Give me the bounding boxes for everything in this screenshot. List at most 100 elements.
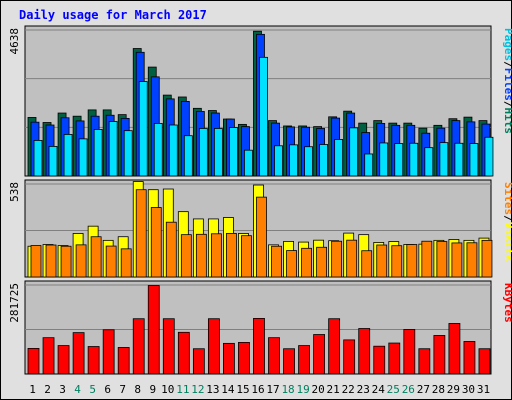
bar-kbytes-day-11 [177,331,190,375]
bar-pages-day-26 [409,142,419,177]
bar-pages-day-28 [439,142,449,177]
bar-kbytes-day-24 [373,345,386,375]
y-max-label: 4638 [8,28,21,55]
x-axis-labels: 1 2 3 4 5 6 7 8 9 10 11 12 13 14 15 16 17 18 19 20 21 22 23 24 2… [29,383,490,396]
y-max-label: 538 [8,182,21,202]
x-tick-label-day-11: 11 [176,383,189,396]
panel-visits-sites: 538 Sites/Visits [8,179,512,278]
bar-pages-day-14 [229,127,238,177]
legend-item: Hits [502,108,512,135]
bar-sites-day-31 [481,239,493,278]
x-tick-label-day-5: 5 [89,383,96,396]
bar-kbytes-day-4 [72,332,85,375]
bar-pages-day-9 [153,123,163,177]
bar-kbytes-day-28 [433,335,446,375]
bar-sites-day-11 [180,234,192,278]
legend-item: / [502,215,512,222]
bar-sites-day-19 [301,247,312,278]
x-tick-label-day-27: 27 [417,383,430,396]
bar-sites-day-30 [466,242,478,278]
bar-kbytes-day-12 [192,348,205,375]
bar-pages-day-11 [183,135,193,177]
x-tick-label-day-18: 18 [281,383,294,396]
bar-sites-day-2 [45,244,57,278]
y-max-label: 281725 [8,283,21,323]
bar-pages-day-16 [259,56,268,177]
bar-sites-day-29 [451,242,463,278]
bar-kbytes-day-22 [343,339,356,375]
bar-sites-day-28 [436,241,448,278]
bar-pages-day-21 [334,139,344,177]
bar-kbytes-day-25 [388,342,401,375]
bar-kbytes-day-1 [27,348,40,375]
bar-pages-day-27 [424,147,434,177]
bar-sites-day-17 [271,245,282,278]
x-tick-label-day-6: 6 [104,383,111,396]
legend-item: / [502,61,512,68]
bar-pages-day-23 [364,153,374,177]
bar-pages-day-12 [198,128,208,177]
x-tick-label-day-14: 14 [221,383,235,396]
bar-sites-day-8 [135,189,147,278]
x-tick-label-day-10: 10 [161,383,174,396]
bar-kbytes-day-10 [162,318,175,375]
bar-sites-day-23 [361,250,373,278]
bar-sites-day-4 [75,244,87,278]
bar-pages-day-4 [78,138,88,177]
bar-kbytes-day-6 [102,329,115,375]
bar-kbytes-day-5 [87,346,100,375]
bar-sites-day-26 [406,244,418,278]
bar-kbytes-day-23 [358,328,371,375]
bar-sites-day-21 [331,240,343,278]
bar-pages-day-30 [469,143,479,177]
bar-kbytes-day-31 [478,348,491,375]
x-tick-label-day-12: 12 [191,383,204,396]
legend-item: KBytes [502,283,512,323]
bar-pages-day-17 [274,145,283,177]
x-tick-label-day-8: 8 [134,383,141,396]
bar-sites-day-15 [241,235,252,278]
x-tick-label-day-31: 31 [477,383,490,396]
bar-kbytes-day-20 [313,334,326,375]
legend-visits-sites: Sites/Visits [502,182,512,262]
bar-sites-day-3 [60,245,72,278]
bar-kbytes-day-27 [418,348,431,375]
bar-pages-day-10 [168,124,178,177]
x-tick-label-day-29: 29 [447,383,460,396]
legend-hits-files-pages: Pages/Files/Hits [502,28,512,134]
bar-pages-day-6 [108,121,118,177]
bar-sites-day-13 [210,233,222,278]
x-tick-label-day-13: 13 [206,383,219,396]
bar-kbytes-day-13 [207,318,220,375]
bar-pages-day-1 [33,140,43,177]
x-tick-label-day-22: 22 [342,383,355,396]
x-tick-label-day-19: 19 [296,383,309,396]
bar-sites-day-25 [391,245,403,278]
x-tick-label-day-20: 20 [312,383,325,396]
bar-pages-day-31 [484,136,494,177]
chart-title: Daily usage for March 2017 [19,8,207,22]
legend-item: Files [502,68,512,101]
legend-item: Sites [502,182,512,215]
x-tick-label-day-3: 3 [59,383,66,396]
x-tick-label-day-21: 21 [327,383,340,396]
bar-sites-day-5 [90,236,102,278]
bar-kbytes-day-30 [463,341,476,375]
bar-kbytes-day-3 [57,345,70,375]
bar-pages-day-19 [304,146,313,177]
bar-sites-day-7 [120,248,132,278]
x-tick-label-day-9: 9 [149,383,156,396]
bar-kbytes-day-15 [238,342,250,375]
x-tick-label-day-23: 23 [357,383,370,396]
bar-sites-day-9 [150,207,162,278]
x-tick-label-day-7: 7 [119,383,126,396]
bar-sites-day-1 [30,245,42,278]
bar-sites-day-16 [256,196,267,278]
bar-kbytes-day-26 [403,329,416,375]
legend-item: Visits [502,222,512,262]
bar-sites-day-14 [226,233,237,278]
bar-pages-day-20 [319,144,329,177]
bar-pages-day-3 [63,134,73,177]
